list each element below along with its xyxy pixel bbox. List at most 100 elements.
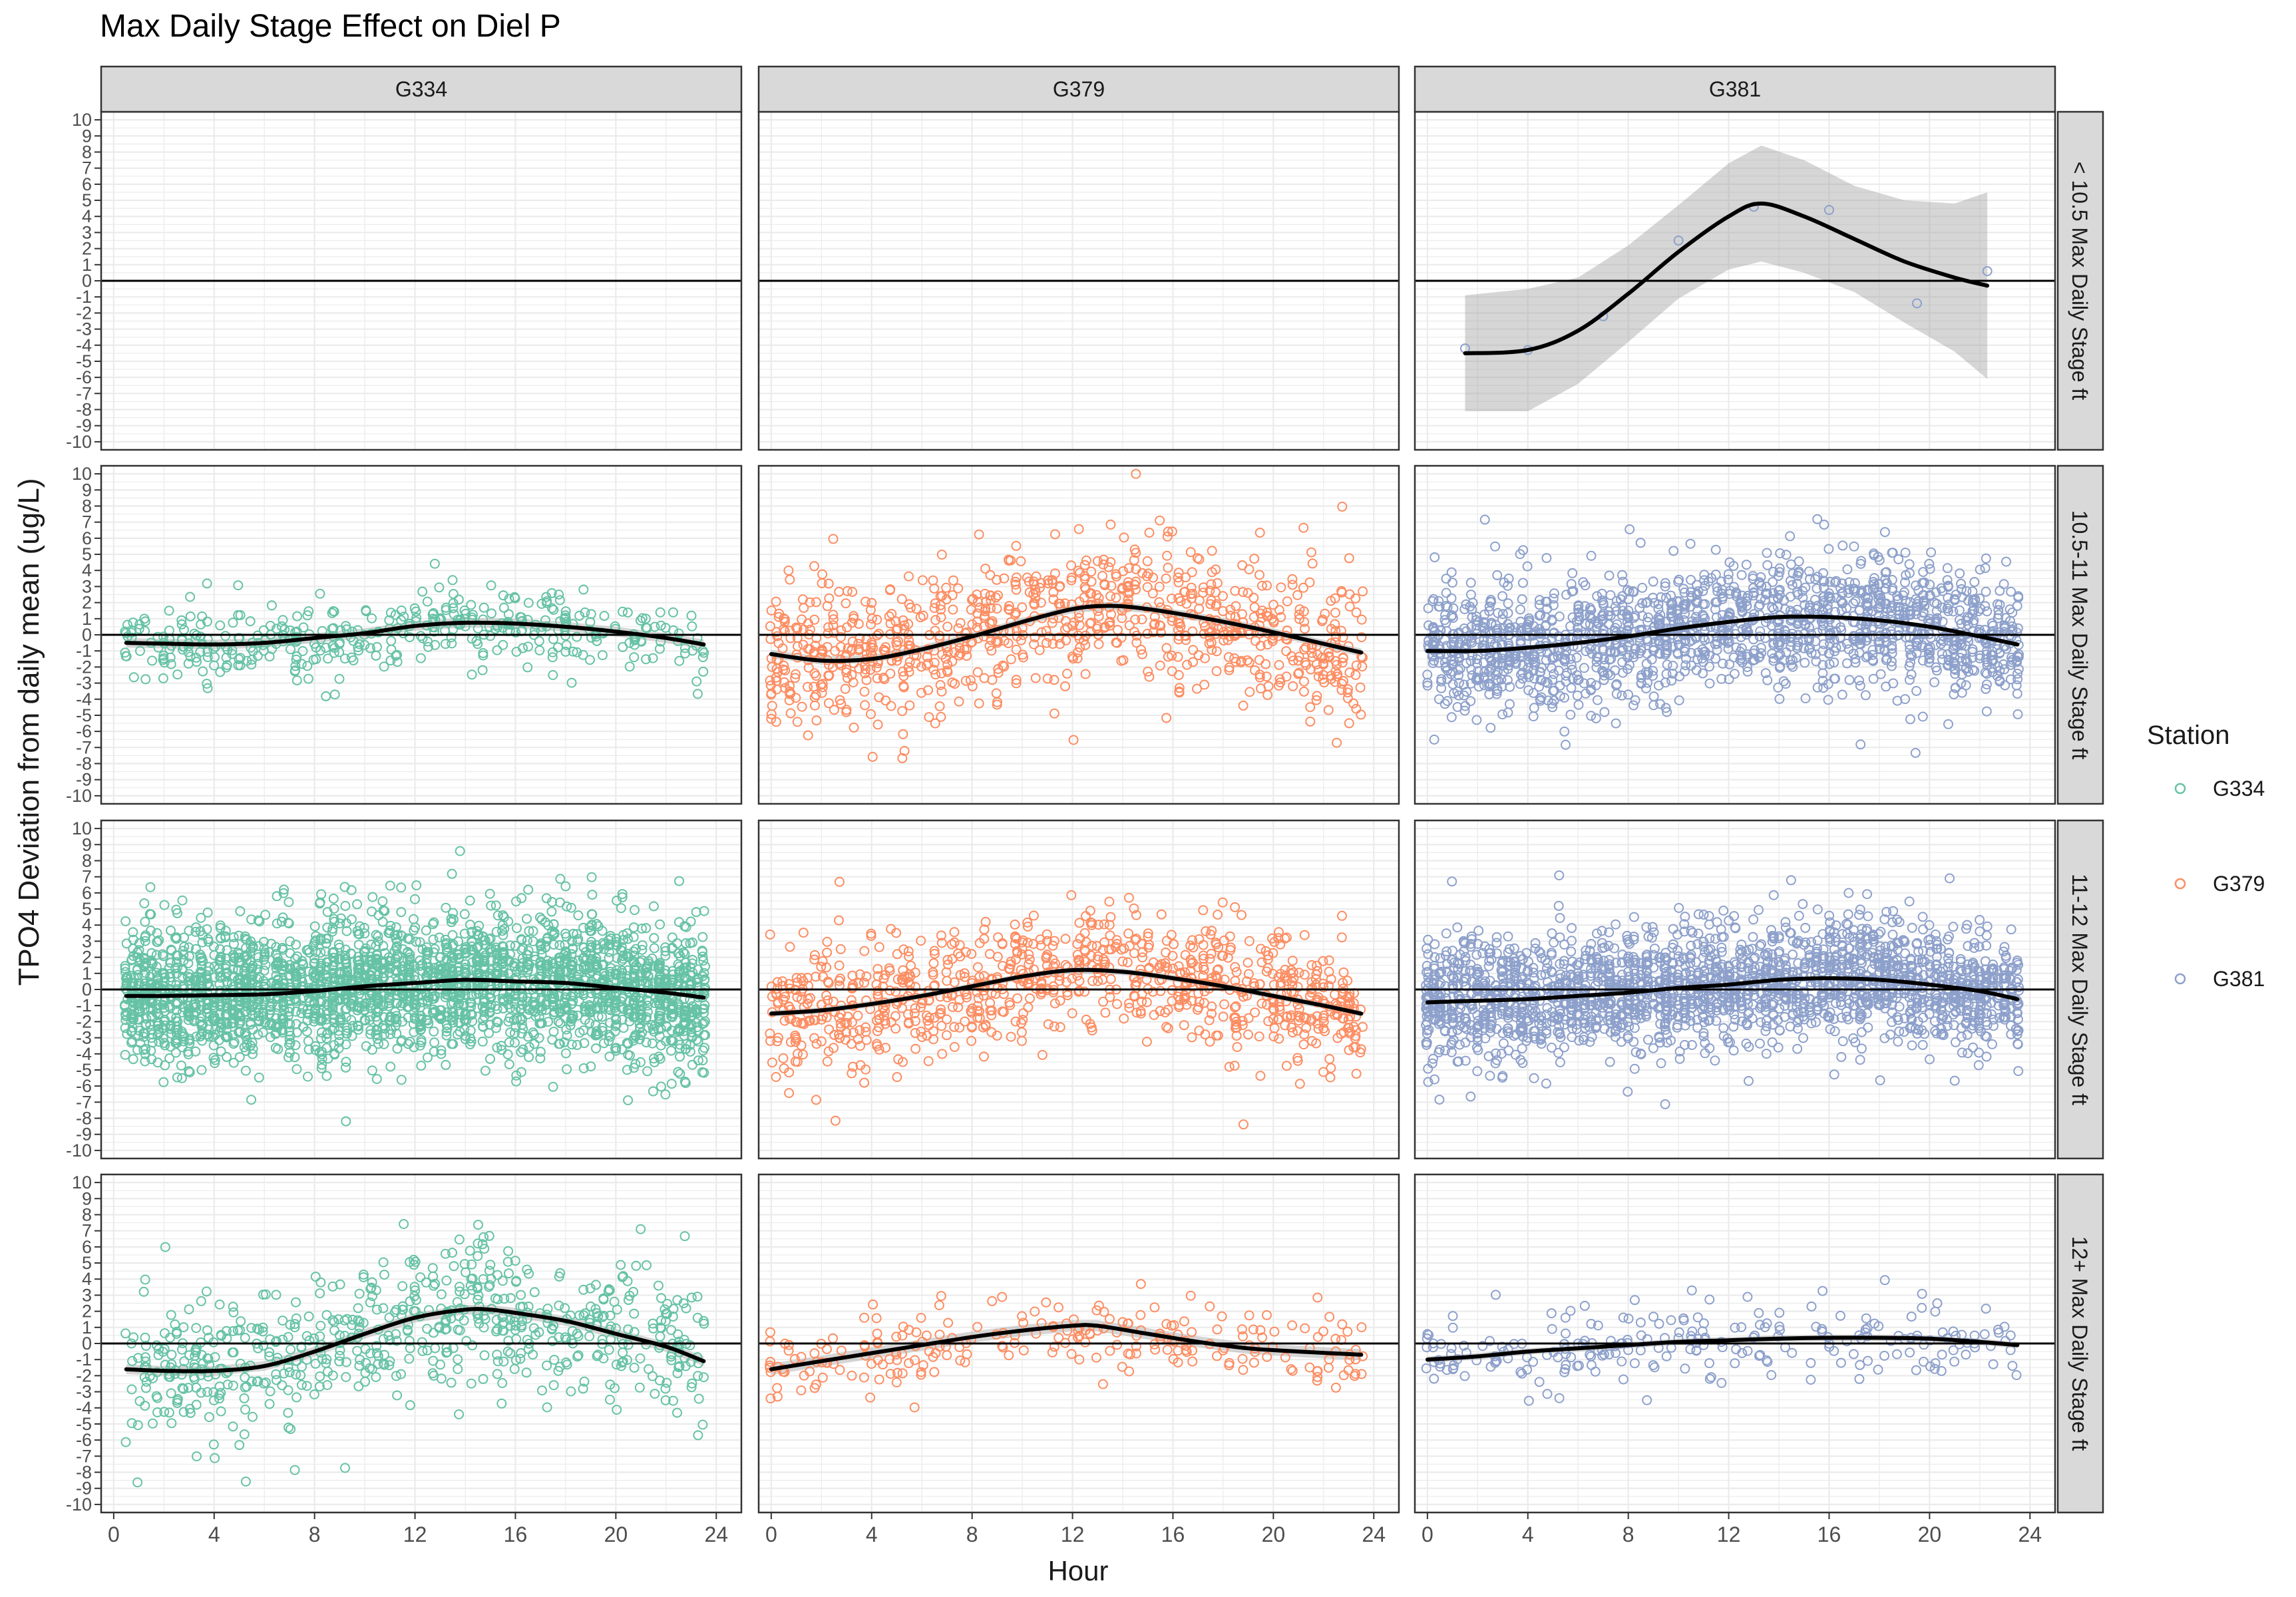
data-point [1200, 653, 1210, 663]
data-point [566, 677, 577, 688]
data-point [1484, 601, 1495, 612]
data-point [828, 620, 839, 631]
data-point [967, 681, 978, 691]
data-point [785, 574, 795, 585]
data-point [792, 717, 803, 727]
data-point [1050, 568, 1060, 579]
data-point [1924, 653, 1935, 664]
data-point [1103, 562, 1114, 572]
data-point [1465, 602, 1475, 612]
data-point [486, 580, 496, 591]
data-point [272, 623, 282, 634]
data-point [1447, 610, 1457, 621]
data-point [498, 639, 508, 650]
data-point [1124, 620, 1135, 631]
data-point [674, 876, 684, 886]
data-point [899, 620, 910, 631]
panel-grid-r1-c2 [1415, 466, 2055, 804]
data-point [860, 700, 870, 711]
data-point [1528, 687, 1539, 698]
data-point [1154, 582, 1165, 592]
data-point [1105, 591, 1116, 602]
data-point [972, 667, 983, 677]
data-point [447, 638, 457, 649]
data-point [541, 592, 552, 602]
data-point [953, 583, 964, 594]
data-point [441, 605, 451, 616]
data-point [547, 652, 558, 663]
data-point [1430, 552, 1440, 562]
data-point [353, 645, 364, 656]
data-point [1502, 675, 1513, 685]
data-point [1122, 582, 1133, 592]
data-point [811, 689, 821, 700]
data-point [1955, 653, 1965, 663]
data-point [492, 645, 502, 655]
data-point [1571, 652, 1582, 663]
data-point [622, 608, 633, 618]
data-point [134, 620, 145, 629]
data-point [674, 655, 685, 666]
data-point [1298, 686, 1309, 697]
data-point [1181, 572, 1191, 583]
data-point [1205, 631, 1215, 642]
data-point [248, 646, 258, 656]
data-point [1943, 655, 1954, 666]
data-point [291, 675, 302, 685]
data-point [1318, 658, 1328, 669]
data-point [1422, 677, 1433, 688]
data-point [1666, 612, 1676, 622]
data-point [1313, 671, 1324, 682]
data-point [1236, 657, 1246, 667]
data-point [1149, 612, 1160, 622]
data-point [974, 698, 984, 709]
data-point [1731, 642, 1742, 653]
data-point [1662, 707, 1672, 717]
data-point [1918, 567, 1929, 578]
data-point [765, 675, 775, 686]
data-point [334, 673, 345, 684]
data-point [867, 751, 878, 762]
data-point [1206, 637, 1217, 648]
data-point [1447, 679, 1458, 689]
data-point [1943, 719, 1953, 729]
data-point [1925, 591, 1935, 602]
data-point [805, 597, 815, 608]
data-point [1869, 579, 1879, 590]
data-point [1662, 659, 1672, 670]
data-point [1187, 567, 1197, 578]
data-point [1573, 607, 1584, 618]
data-point [176, 1060, 186, 1071]
data-point [880, 695, 891, 706]
data-point [1842, 564, 1853, 575]
data-point [1762, 675, 1773, 685]
data-point [1097, 571, 1107, 581]
data-point [779, 613, 789, 623]
data-point [284, 897, 294, 908]
data-point [1666, 675, 1677, 686]
data-point [1167, 594, 1177, 604]
data-point [396, 606, 407, 616]
data-point [1050, 529, 1060, 540]
data-point [1137, 649, 1147, 659]
data-point [140, 674, 151, 685]
data-point [1604, 570, 1615, 581]
data-point [371, 1074, 382, 1084]
data-point [1628, 612, 1639, 623]
data-point [790, 673, 801, 683]
data-point [1312, 691, 1322, 701]
data-point [1446, 593, 1457, 604]
data-point [1256, 613, 1267, 623]
data-point [1011, 584, 1022, 595]
data-point [999, 661, 1010, 672]
data-point [1573, 699, 1584, 710]
data-point [773, 612, 784, 622]
data-point [936, 612, 946, 623]
data-point [1093, 593, 1104, 604]
data-point [947, 677, 958, 688]
data-point [1549, 588, 1559, 599]
data-point [987, 675, 998, 685]
data-point [152, 631, 163, 642]
data-point [916, 687, 926, 698]
data-point [1167, 616, 1177, 626]
